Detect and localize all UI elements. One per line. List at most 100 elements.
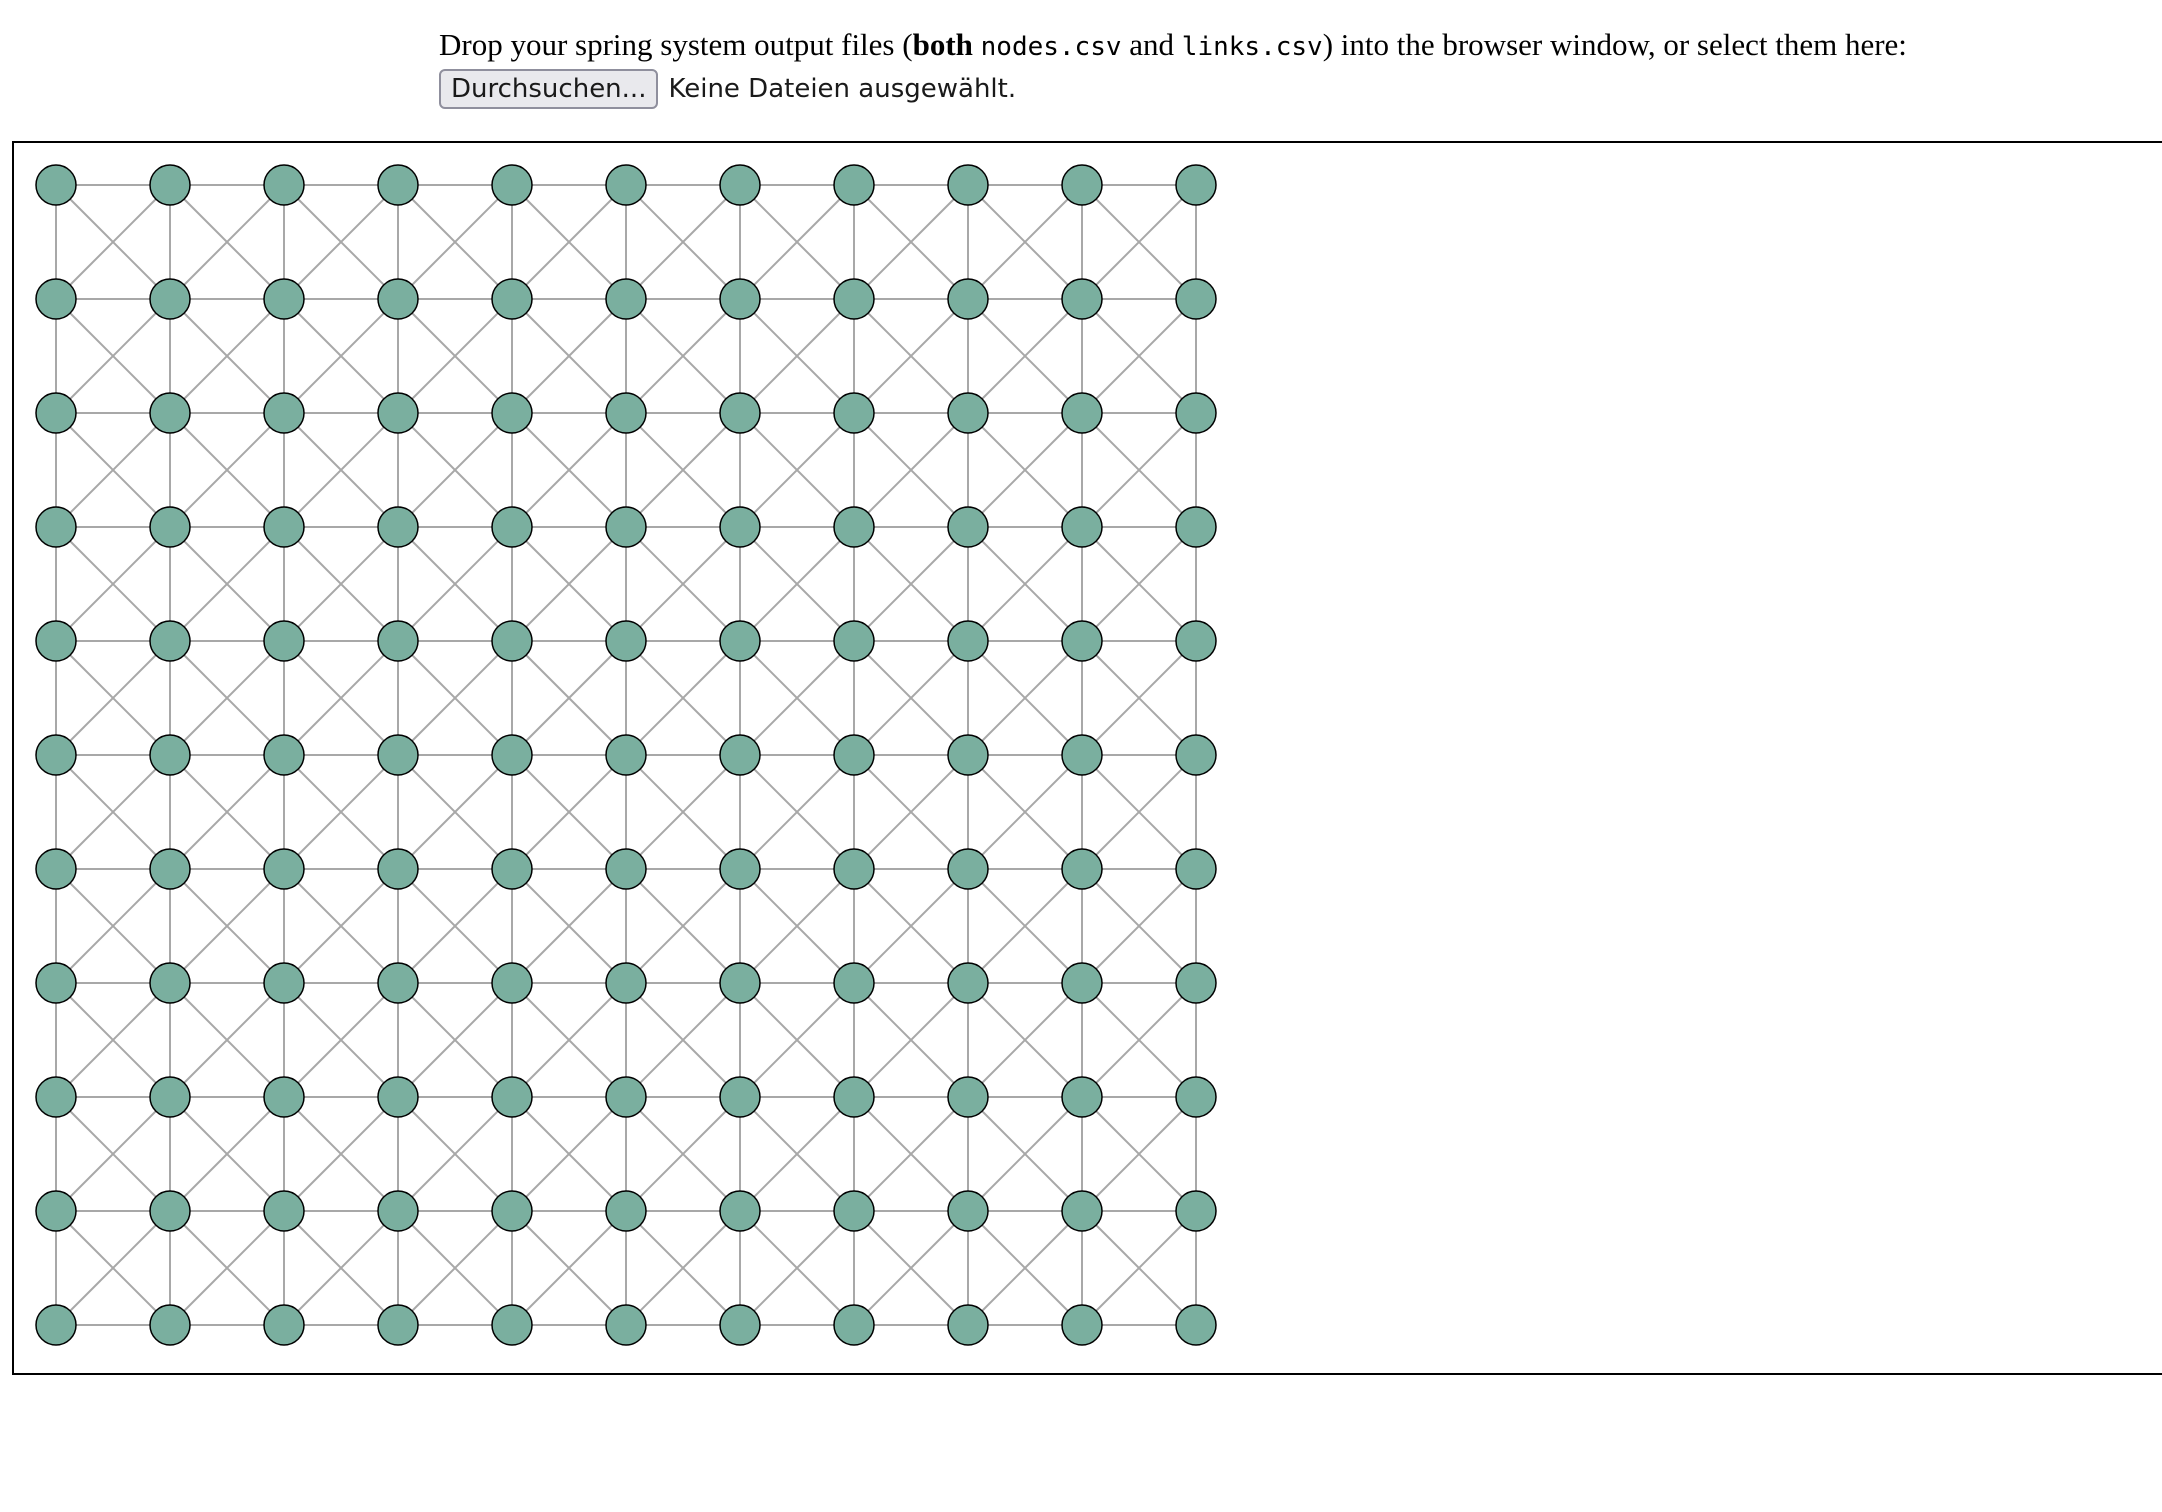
graph-node[interactable] [491,962,533,1004]
graph-node[interactable] [1061,392,1103,434]
graph-node[interactable] [833,734,875,776]
graph-node[interactable] [377,164,419,206]
graph-node[interactable] [947,278,989,320]
graph-node[interactable] [491,848,533,890]
graph-node[interactable] [263,848,305,890]
graph-node[interactable] [35,962,77,1004]
graph-node[interactable] [35,506,77,548]
graph-node[interactable] [35,1190,77,1232]
graph-node[interactable] [605,962,647,1004]
graph-node[interactable] [719,164,761,206]
graph-node[interactable] [149,962,191,1004]
browse-button[interactable]: Durchsuchen... [439,69,659,109]
graph-node[interactable] [149,164,191,206]
graph-node[interactable] [35,1076,77,1118]
graph-node[interactable] [35,848,77,890]
graph-node[interactable] [263,1304,305,1346]
graph-node[interactable] [491,278,533,320]
graph-node[interactable] [1175,278,1217,320]
graph-node[interactable] [1061,506,1103,548]
graph-node[interactable] [1061,848,1103,890]
graph-node[interactable] [263,962,305,1004]
graph-node[interactable] [35,164,77,206]
graph-node[interactable] [491,734,533,776]
graph-node[interactable] [35,620,77,662]
graph-node[interactable] [1175,848,1217,890]
graph-node[interactable] [263,734,305,776]
graph-node[interactable] [605,1076,647,1118]
file-input[interactable]: Durchsuchen... Keine Dateien ausgewählt. [439,68,1016,110]
graph-node[interactable] [377,392,419,434]
graph-node[interactable] [149,1304,191,1346]
graph-node[interactable] [719,1190,761,1232]
graph-node[interactable] [1175,962,1217,1004]
graph-node[interactable] [35,392,77,434]
graph-node[interactable] [719,620,761,662]
graph-node[interactable] [947,1190,989,1232]
graph-node[interactable] [1175,1076,1217,1118]
graph-node[interactable] [1061,962,1103,1004]
graph-node[interactable] [149,734,191,776]
graph-node[interactable] [719,1304,761,1346]
graph-canvas[interactable] [12,141,2162,1375]
graph-node[interactable] [719,962,761,1004]
graph-node[interactable] [833,962,875,1004]
graph-node[interactable] [833,392,875,434]
graph-node[interactable] [605,734,647,776]
graph-node[interactable] [1175,734,1217,776]
graph-node[interactable] [833,278,875,320]
graph-node[interactable] [263,164,305,206]
graph-node[interactable] [947,164,989,206]
graph-node[interactable] [149,1190,191,1232]
graph-node[interactable] [377,1076,419,1118]
graph-node[interactable] [491,1304,533,1346]
graph-node[interactable] [263,620,305,662]
graph-node[interactable] [377,278,419,320]
graph-node[interactable] [605,1190,647,1232]
graph-node[interactable] [1061,1190,1103,1232]
graph-node[interactable] [1061,1076,1103,1118]
graph-node[interactable] [1061,620,1103,662]
graph-node[interactable] [947,848,989,890]
graph-node[interactable] [605,1304,647,1346]
graph-node[interactable] [833,164,875,206]
graph-node[interactable] [1061,278,1103,320]
graph-node[interactable] [719,734,761,776]
graph-node[interactable] [1061,164,1103,206]
graph-node[interactable] [263,392,305,434]
graph-node[interactable] [263,1076,305,1118]
graph-node[interactable] [1175,1304,1217,1346]
graph-node[interactable] [491,164,533,206]
graph-node[interactable] [263,506,305,548]
graph-node[interactable] [605,392,647,434]
graph-node[interactable] [1175,620,1217,662]
graph-node[interactable] [377,506,419,548]
graph-node[interactable] [947,1076,989,1118]
graph-node[interactable] [947,962,989,1004]
graph-node[interactable] [719,392,761,434]
graph-node[interactable] [947,620,989,662]
graph-node[interactable] [263,1190,305,1232]
graph-node[interactable] [833,1076,875,1118]
graph-node[interactable] [149,620,191,662]
graph-node[interactable] [605,278,647,320]
graph-node[interactable] [491,506,533,548]
graph-node[interactable] [947,506,989,548]
graph-node[interactable] [491,1190,533,1232]
graph-node[interactable] [833,848,875,890]
graph-node[interactable] [149,1076,191,1118]
graph-node[interactable] [491,1076,533,1118]
graph-node[interactable] [719,506,761,548]
graph-node[interactable] [1175,392,1217,434]
graph-node[interactable] [377,962,419,1004]
graph-node[interactable] [719,848,761,890]
graph-node[interactable] [377,848,419,890]
graph-node[interactable] [491,392,533,434]
graph-node[interactable] [377,734,419,776]
graph-node[interactable] [833,620,875,662]
graph-node[interactable] [35,1304,77,1346]
graph-node[interactable] [605,506,647,548]
graph-node[interactable] [377,1190,419,1232]
graph-node[interactable] [1061,734,1103,776]
graph-node[interactable] [833,506,875,548]
